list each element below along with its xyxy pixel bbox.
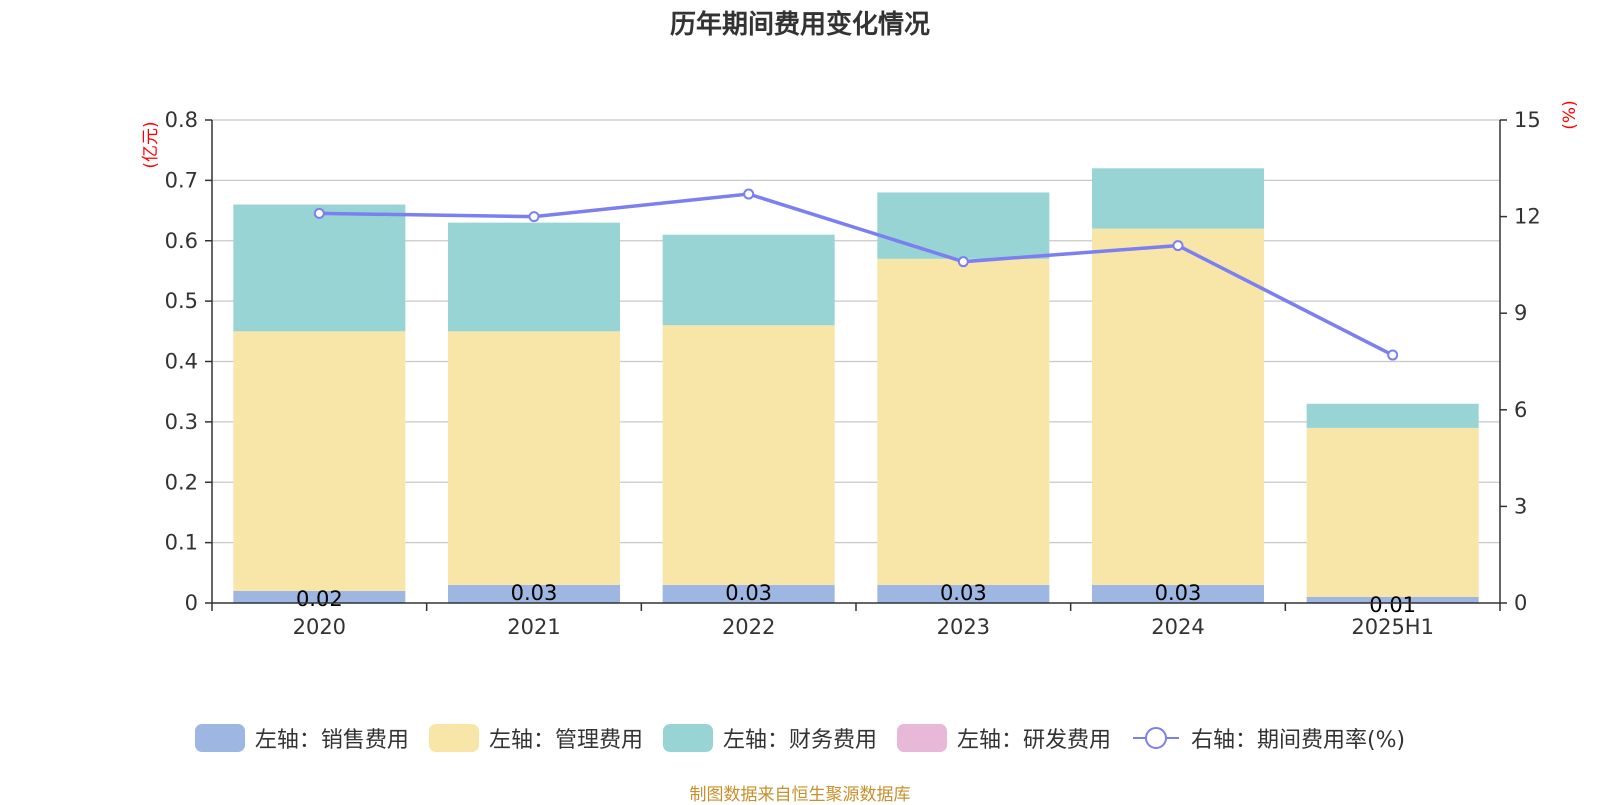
- right-axis-tick-label: 15: [1514, 108, 1541, 132]
- x-axis-tick-label: 2022: [722, 615, 775, 639]
- left-axis-tick-label: 0: [185, 591, 198, 615]
- bar-segment-2: [662, 234, 835, 326]
- left-axis-tick-label: 0.3: [165, 410, 198, 434]
- data-label: 0.03: [940, 581, 987, 605]
- left-axis-unit: (亿元): [141, 121, 161, 168]
- bar-segment-1: [1306, 427, 1479, 597]
- bar-segment-2: [1092, 168, 1264, 229]
- bar-segment-2: [233, 204, 406, 332]
- x-axis-tick-label: 2023: [937, 615, 990, 639]
- bar-segment-1: [233, 331, 406, 591]
- legend-swatch: [662, 724, 713, 752]
- legend-item[interactable]: 左轴：研发费用: [896, 722, 1111, 754]
- bar-segment-0: [662, 584, 835, 603]
- rate-point: [743, 188, 755, 200]
- data-label: 0.03: [725, 581, 772, 605]
- chart-title: 历年期间费用变化情况: [669, 10, 930, 40]
- bar-segment-1: [448, 331, 620, 585]
- source-footer: 制图数据来自恒生聚源数据库: [689, 785, 911, 805]
- data-label: 0.03: [511, 581, 558, 605]
- left-axis-tick-label: 0.7: [165, 168, 198, 192]
- legend-label: 左轴：销售费用: [254, 728, 409, 753]
- legend-label: 右轴：期间费用率(%): [1190, 728, 1406, 753]
- legend-label: 左轴：研发费用: [956, 728, 1111, 753]
- bar-segment-0: [1306, 596, 1479, 603]
- left-axis-tick-label: 0.1: [165, 531, 198, 555]
- legend-label: 左轴：管理费用: [488, 728, 643, 753]
- x-axis-tick-label: 2020: [293, 615, 346, 639]
- bar-segment-0: [233, 590, 406, 603]
- data-label: 0.02: [296, 587, 343, 611]
- rate-point: [313, 207, 325, 219]
- rate-line: [319, 192, 1394, 357]
- bar-segment-2: [1306, 403, 1479, 428]
- legend-item[interactable]: 右轴：期间费用率(%): [1131, 722, 1405, 754]
- legend-item[interactable]: 左轴：管理费用: [428, 722, 643, 754]
- right-axis-tick-label: 6: [1514, 398, 1527, 422]
- rate-point: [957, 256, 969, 268]
- right-axis-unit: (%): [1560, 100, 1580, 129]
- bar-segment-0: [877, 584, 1050, 603]
- bar-segment-2: [877, 192, 1050, 259]
- bar-segment-1: [662, 325, 835, 585]
- bar-segment-2: [448, 222, 620, 332]
- left-axis-tick-label: 0.4: [165, 350, 198, 374]
- legend-item[interactable]: 左轴：财务费用: [662, 722, 877, 754]
- bar-segment-0: [448, 584, 620, 603]
- right-axis-tick-label: 0: [1514, 591, 1527, 615]
- right-axis-tick-label: 9: [1514, 301, 1527, 325]
- rate-point: [1172, 240, 1184, 252]
- bar-segment-0: [1092, 584, 1264, 603]
- legend-item[interactable]: 左轴：销售费用: [194, 722, 409, 754]
- rate-point: [1387, 349, 1399, 361]
- left-axis-tick-label: 0.6: [165, 229, 198, 253]
- rate-point: [528, 211, 540, 223]
- legend-swatch: [194, 724, 245, 752]
- bar-segment-1: [1092, 228, 1264, 585]
- bar-segment-1: [877, 258, 1050, 585]
- left-axis-tick-label: 0.5: [165, 289, 198, 313]
- x-axis-tick-label: 2021: [507, 615, 560, 639]
- data-label: 0.03: [1155, 581, 1202, 605]
- x-axis-tick-label: 2024: [1151, 615, 1204, 639]
- left-axis-tick-label: 0.8: [165, 108, 198, 132]
- left-axis-tick-label: 0.2: [165, 470, 198, 494]
- x-axis-tick-label: 2025H1: [1351, 615, 1434, 639]
- data-label: 0.01: [1369, 593, 1416, 617]
- legend-label: 左轴：财务费用: [722, 728, 877, 753]
- legend-line-marker-icon: [1132, 727, 1179, 749]
- legend-swatch: [896, 724, 947, 752]
- right-axis-tick-label: 3: [1514, 494, 1527, 518]
- legend: 左轴：销售费用 左轴：管理费用 左轴：财务费用 左轴：研发费用 右轴：期间费用率(%): [0, 722, 1600, 754]
- right-axis-tick-label: 12: [1514, 205, 1541, 229]
- legend-swatch: [428, 724, 479, 752]
